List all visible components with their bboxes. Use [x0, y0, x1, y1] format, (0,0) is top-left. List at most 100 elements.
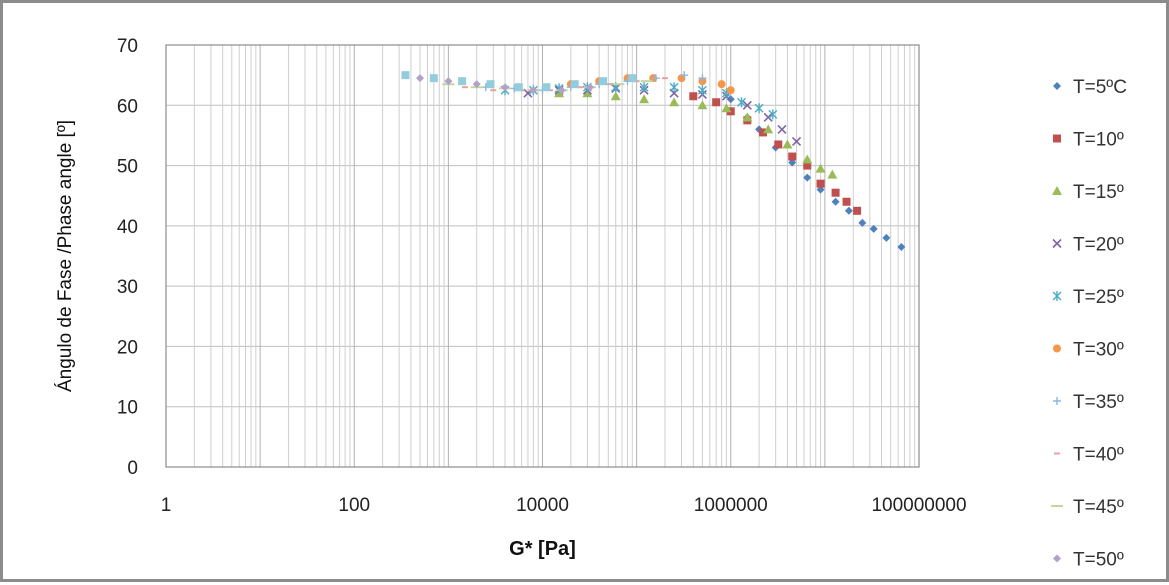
- data-point: [639, 82, 649, 93]
- legend-label: T=50º: [1073, 550, 1124, 571]
- data-point: [651, 74, 660, 83]
- data-point: [458, 77, 467, 86]
- y-tick-label: 0: [127, 458, 138, 479]
- y-axis-title: Ángulo de Fase /Phase angle [º]: [55, 120, 76, 392]
- legend: T=5ºC T=10º T=15º T=20º T=25º T=30º T=35º T=40º…: [1051, 77, 1127, 571]
- legend-marker: [1052, 238, 1062, 249]
- legend-item: T=45º: [1051, 497, 1124, 518]
- x-tick-label: 100: [338, 495, 370, 516]
- legend-marker: [1053, 82, 1061, 90]
- series-3: [554, 88, 838, 179]
- legend-marker: [1053, 134, 1061, 143]
- plot-area-border: [165, 44, 920, 468]
- data-point: [514, 83, 523, 92]
- data-point: [416, 74, 425, 83]
- data-point: [803, 173, 812, 182]
- data-point: [831, 188, 840, 197]
- data-point: [803, 161, 812, 170]
- data-point: [742, 112, 753, 122]
- data-point: [680, 71, 689, 80]
- data-point: [869, 224, 878, 233]
- legend-label: T=45º: [1073, 497, 1124, 518]
- y-tick-label: 20: [117, 337, 138, 358]
- series-11: [401, 71, 637, 92]
- data-point: [815, 163, 826, 173]
- data-point: [712, 98, 721, 107]
- data-point: [816, 185, 825, 194]
- data-point: [788, 158, 797, 167]
- data-point: [844, 206, 853, 215]
- data-point: [763, 112, 773, 122]
- legend-item: T=20º: [1052, 235, 1124, 256]
- tick-labels: 0 10 20 30 40 50 60 70 1 100 10000 1000000 100000000: [117, 36, 967, 516]
- data-point: [726, 95, 735, 104]
- data-point: [586, 83, 595, 92]
- data-point: [758, 128, 767, 137]
- data-point: [777, 124, 787, 134]
- legend-item: T=40º: [1054, 445, 1124, 466]
- data-point: [721, 103, 732, 113]
- gridlines: [165, 44, 919, 468]
- data-point: [763, 124, 774, 134]
- data-point: [429, 74, 438, 83]
- y-tick-label: 60: [117, 96, 138, 117]
- legend-label: T=35º: [1073, 392, 1124, 413]
- legend-label: T=20º: [1073, 235, 1124, 256]
- legend-marker: [1052, 291, 1062, 301]
- data-point: [698, 74, 707, 83]
- data-point: [697, 85, 707, 96]
- legend-marker: [1053, 554, 1061, 563]
- data-point: [802, 154, 813, 164]
- data-point: [791, 136, 802, 147]
- legend-item: T=15º: [1052, 182, 1124, 203]
- data-points: [401, 71, 906, 251]
- data-point: [472, 80, 481, 89]
- data-point: [669, 97, 680, 107]
- data-point: [717, 80, 726, 89]
- data-point: [501, 83, 510, 92]
- data-point: [542, 83, 551, 92]
- data-point: [570, 80, 579, 89]
- data-point: [858, 218, 867, 227]
- data-point: [736, 97, 746, 108]
- y-tick-label: 30: [117, 277, 138, 298]
- data-point: [444, 77, 453, 86]
- y-tick-label: 40: [117, 217, 138, 238]
- legend-item: T=30º: [1053, 340, 1124, 361]
- legend-label: T=15º: [1073, 182, 1124, 203]
- legend-label: T=30º: [1073, 340, 1124, 361]
- y-tick-label: 50: [117, 157, 138, 178]
- data-point: [697, 100, 708, 110]
- data-point: [610, 91, 621, 101]
- series-10: [416, 74, 595, 95]
- legend-item: T=25º: [1052, 287, 1124, 308]
- legend-item: T=50º: [1053, 550, 1124, 571]
- data-point: [768, 109, 778, 120]
- legend-label: T=40º: [1073, 445, 1124, 466]
- data-point: [486, 80, 495, 89]
- x-axis-title: G* [Pa]: [509, 538, 576, 560]
- data-point: [742, 100, 752, 110]
- data-point: [816, 179, 825, 188]
- data-point: [529, 86, 538, 95]
- data-point: [782, 139, 793, 149]
- legend-label: T=5ºC: [1073, 77, 1127, 98]
- data-point: [582, 88, 593, 98]
- data-point: [726, 86, 735, 95]
- data-point: [401, 71, 410, 80]
- legend-item: T=10º: [1053, 130, 1124, 151]
- data-point: [628, 74, 637, 83]
- y-tick-label: 70: [117, 36, 138, 57]
- data-point: [774, 140, 783, 149]
- legend-label: T=25º: [1073, 287, 1124, 308]
- x-tick-label: 1: [161, 495, 172, 516]
- legend-marker: [1053, 344, 1061, 353]
- legend-marker: [1053, 397, 1061, 405]
- data-point: [669, 82, 679, 93]
- x-tick-label: 100000000: [871, 495, 966, 516]
- data-point: [831, 197, 840, 206]
- data-point: [842, 197, 851, 206]
- x-tick-label: 10000: [516, 495, 569, 516]
- data-point: [557, 86, 566, 95]
- data-point: [827, 169, 838, 179]
